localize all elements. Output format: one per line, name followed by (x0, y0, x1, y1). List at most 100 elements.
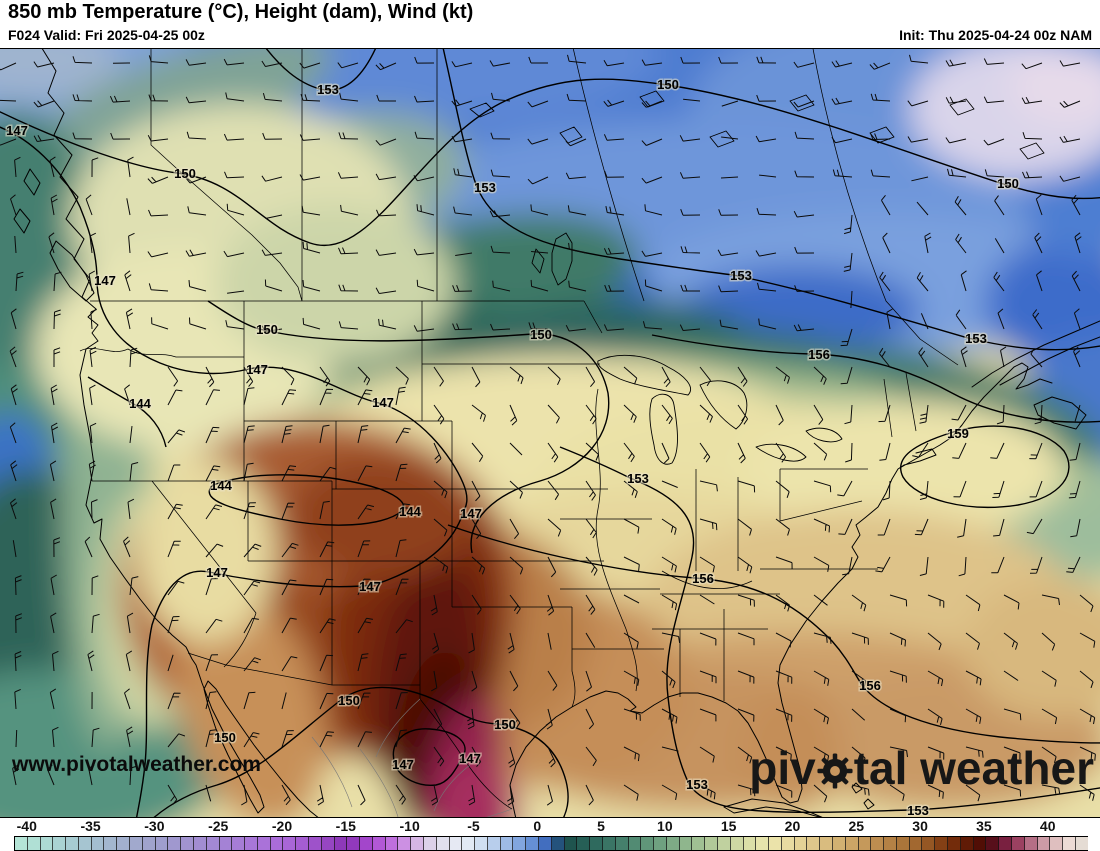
colorbar-cell (257, 837, 271, 850)
colorbar-cell (500, 837, 514, 850)
colorbar-cell (449, 837, 463, 850)
valid-time-label: F024 Valid: Fri 2025-04-25 00z (8, 27, 205, 43)
colorbar-cell (641, 837, 655, 850)
colorbar-cell (475, 837, 488, 850)
contour-labels: 147 153 150 153 147 150 147 144 147 150 150 150 153 1… (5, 76, 1021, 818)
colorbar-cell (193, 837, 207, 850)
colorbar-cell (999, 837, 1012, 850)
contour-label: 147 (392, 757, 414, 772)
colorbar-cell (104, 837, 118, 850)
colorbar-cell (424, 837, 437, 850)
colorbar-cell (551, 837, 565, 850)
colorbar-cell (615, 837, 629, 850)
colorbar-cell (181, 837, 194, 850)
contour-label: 153 (965, 331, 987, 346)
contour-label: 156 (859, 678, 881, 693)
contour-label: 156 (808, 347, 830, 362)
colorbar-tick-label: -10 (399, 818, 420, 834)
colorbar-cell (411, 837, 424, 850)
colorbar-cell (53, 837, 67, 850)
colorbar-cell (40, 837, 54, 850)
contour-label: 144 (129, 396, 151, 411)
contour-label: 147 (206, 565, 228, 580)
brand-text-left: piv (749, 742, 816, 794)
colorbar-tick-label: -20 (271, 818, 293, 834)
colorbar-cell (321, 837, 335, 850)
contour-label: 150 (494, 717, 516, 732)
colorbar-cell (807, 837, 821, 850)
contour-label: 147 (459, 751, 481, 766)
colorbar-cell (308, 837, 322, 850)
colorbar (14, 836, 1088, 851)
colorbar-cell (717, 837, 731, 850)
colorbar-cell (743, 837, 757, 850)
colorbar-cell (986, 837, 1000, 850)
colorbar-cell (91, 837, 105, 850)
contour-label: 153 (907, 803, 929, 817)
map-title: 850 mb Temperature (°C), Height (dam), W… (8, 1, 474, 23)
colorbar-cell (462, 837, 476, 850)
colorbar-cell (436, 837, 450, 850)
colorbar-cell (590, 837, 603, 850)
colorbar-tick-label: 40 (1039, 818, 1056, 834)
colorbar-cell (385, 837, 399, 850)
contour-label: 144 (399, 504, 421, 519)
colorbar-cell (858, 837, 872, 850)
colorbar-cell (935, 837, 949, 850)
colorbar-cell (884, 837, 897, 850)
colorbar-tick-label: -40 (16, 818, 37, 834)
colorbar-cell (526, 837, 540, 850)
wind-barbs (0, 54, 1096, 806)
contour-label: 159 (947, 426, 969, 441)
colorbar-cell (602, 837, 616, 850)
colorbar-cell (539, 837, 552, 850)
height-contours (0, 49, 1100, 817)
colorbar-tick-label: 20 (784, 818, 801, 834)
colorbar-cell (666, 837, 680, 850)
colorbar-cell (270, 837, 284, 850)
colorbar-cell (206, 837, 220, 850)
colorbar-tick-label: 30 (912, 818, 928, 834)
colorbar-tick-label: 10 (657, 818, 673, 834)
colorbar-cell (15, 837, 28, 850)
contour-label: 150 (997, 176, 1019, 191)
colorbar-cell (922, 837, 936, 850)
colorbar-cell (794, 837, 808, 850)
contour-label: 150 (174, 166, 196, 181)
colorbar-area: -40 -35 -30 -25 -20 -15 -10 -5 0 5 10 15 20 25 30 35 40 (0, 818, 1100, 851)
colorbar-cell (372, 837, 386, 850)
colorbar-cell (334, 837, 348, 850)
contour-label: 156 (692, 571, 714, 586)
colorbar-cell (909, 837, 923, 850)
colorbar-tick-label: 15 (720, 818, 737, 834)
gear-icon (817, 753, 853, 789)
contour-label: 153 (317, 82, 339, 97)
contour-label: 147 (246, 362, 268, 377)
colorbar-cell (232, 837, 246, 850)
colorbar-tick-label: -15 (335, 818, 356, 834)
contour-label: 150 (214, 730, 236, 745)
colorbar-cell (1063, 837, 1076, 850)
contour-label: 144 (210, 478, 232, 493)
temperature-field (0, 49, 1100, 817)
colorbar-cell (487, 837, 501, 850)
contour-label: 147 (372, 395, 394, 410)
colorbar-cell (960, 837, 974, 850)
colorbar-cell (66, 837, 79, 850)
init-time-label: Init: Thu 2025-04-24 00z NAM (899, 27, 1092, 43)
state-borders (79, 49, 959, 817)
colorbar-cell (781, 837, 795, 850)
colorbar-cell (155, 837, 169, 850)
colorbar-cell (833, 837, 846, 850)
colorbar-cell (564, 837, 578, 850)
colorbar-ticks: -40 -35 -30 -25 -20 -15 -10 -5 0 5 10 15 20 25 30 35 40 (14, 818, 1086, 835)
contour-label: 153 (686, 777, 708, 792)
colorbar-tick-label: -5 (467, 818, 480, 834)
colorbar-cell (896, 837, 910, 850)
colorbar-tick-label: 35 (976, 818, 992, 834)
colorbar-cell (692, 837, 706, 850)
contour-label: 153 (627, 471, 649, 486)
colorbar-cell (78, 837, 92, 850)
weather-map: 147 153 150 153 147 150 147 144 147 150 150 150 153 1… (0, 48, 1100, 818)
colorbar-cell (973, 837, 987, 850)
